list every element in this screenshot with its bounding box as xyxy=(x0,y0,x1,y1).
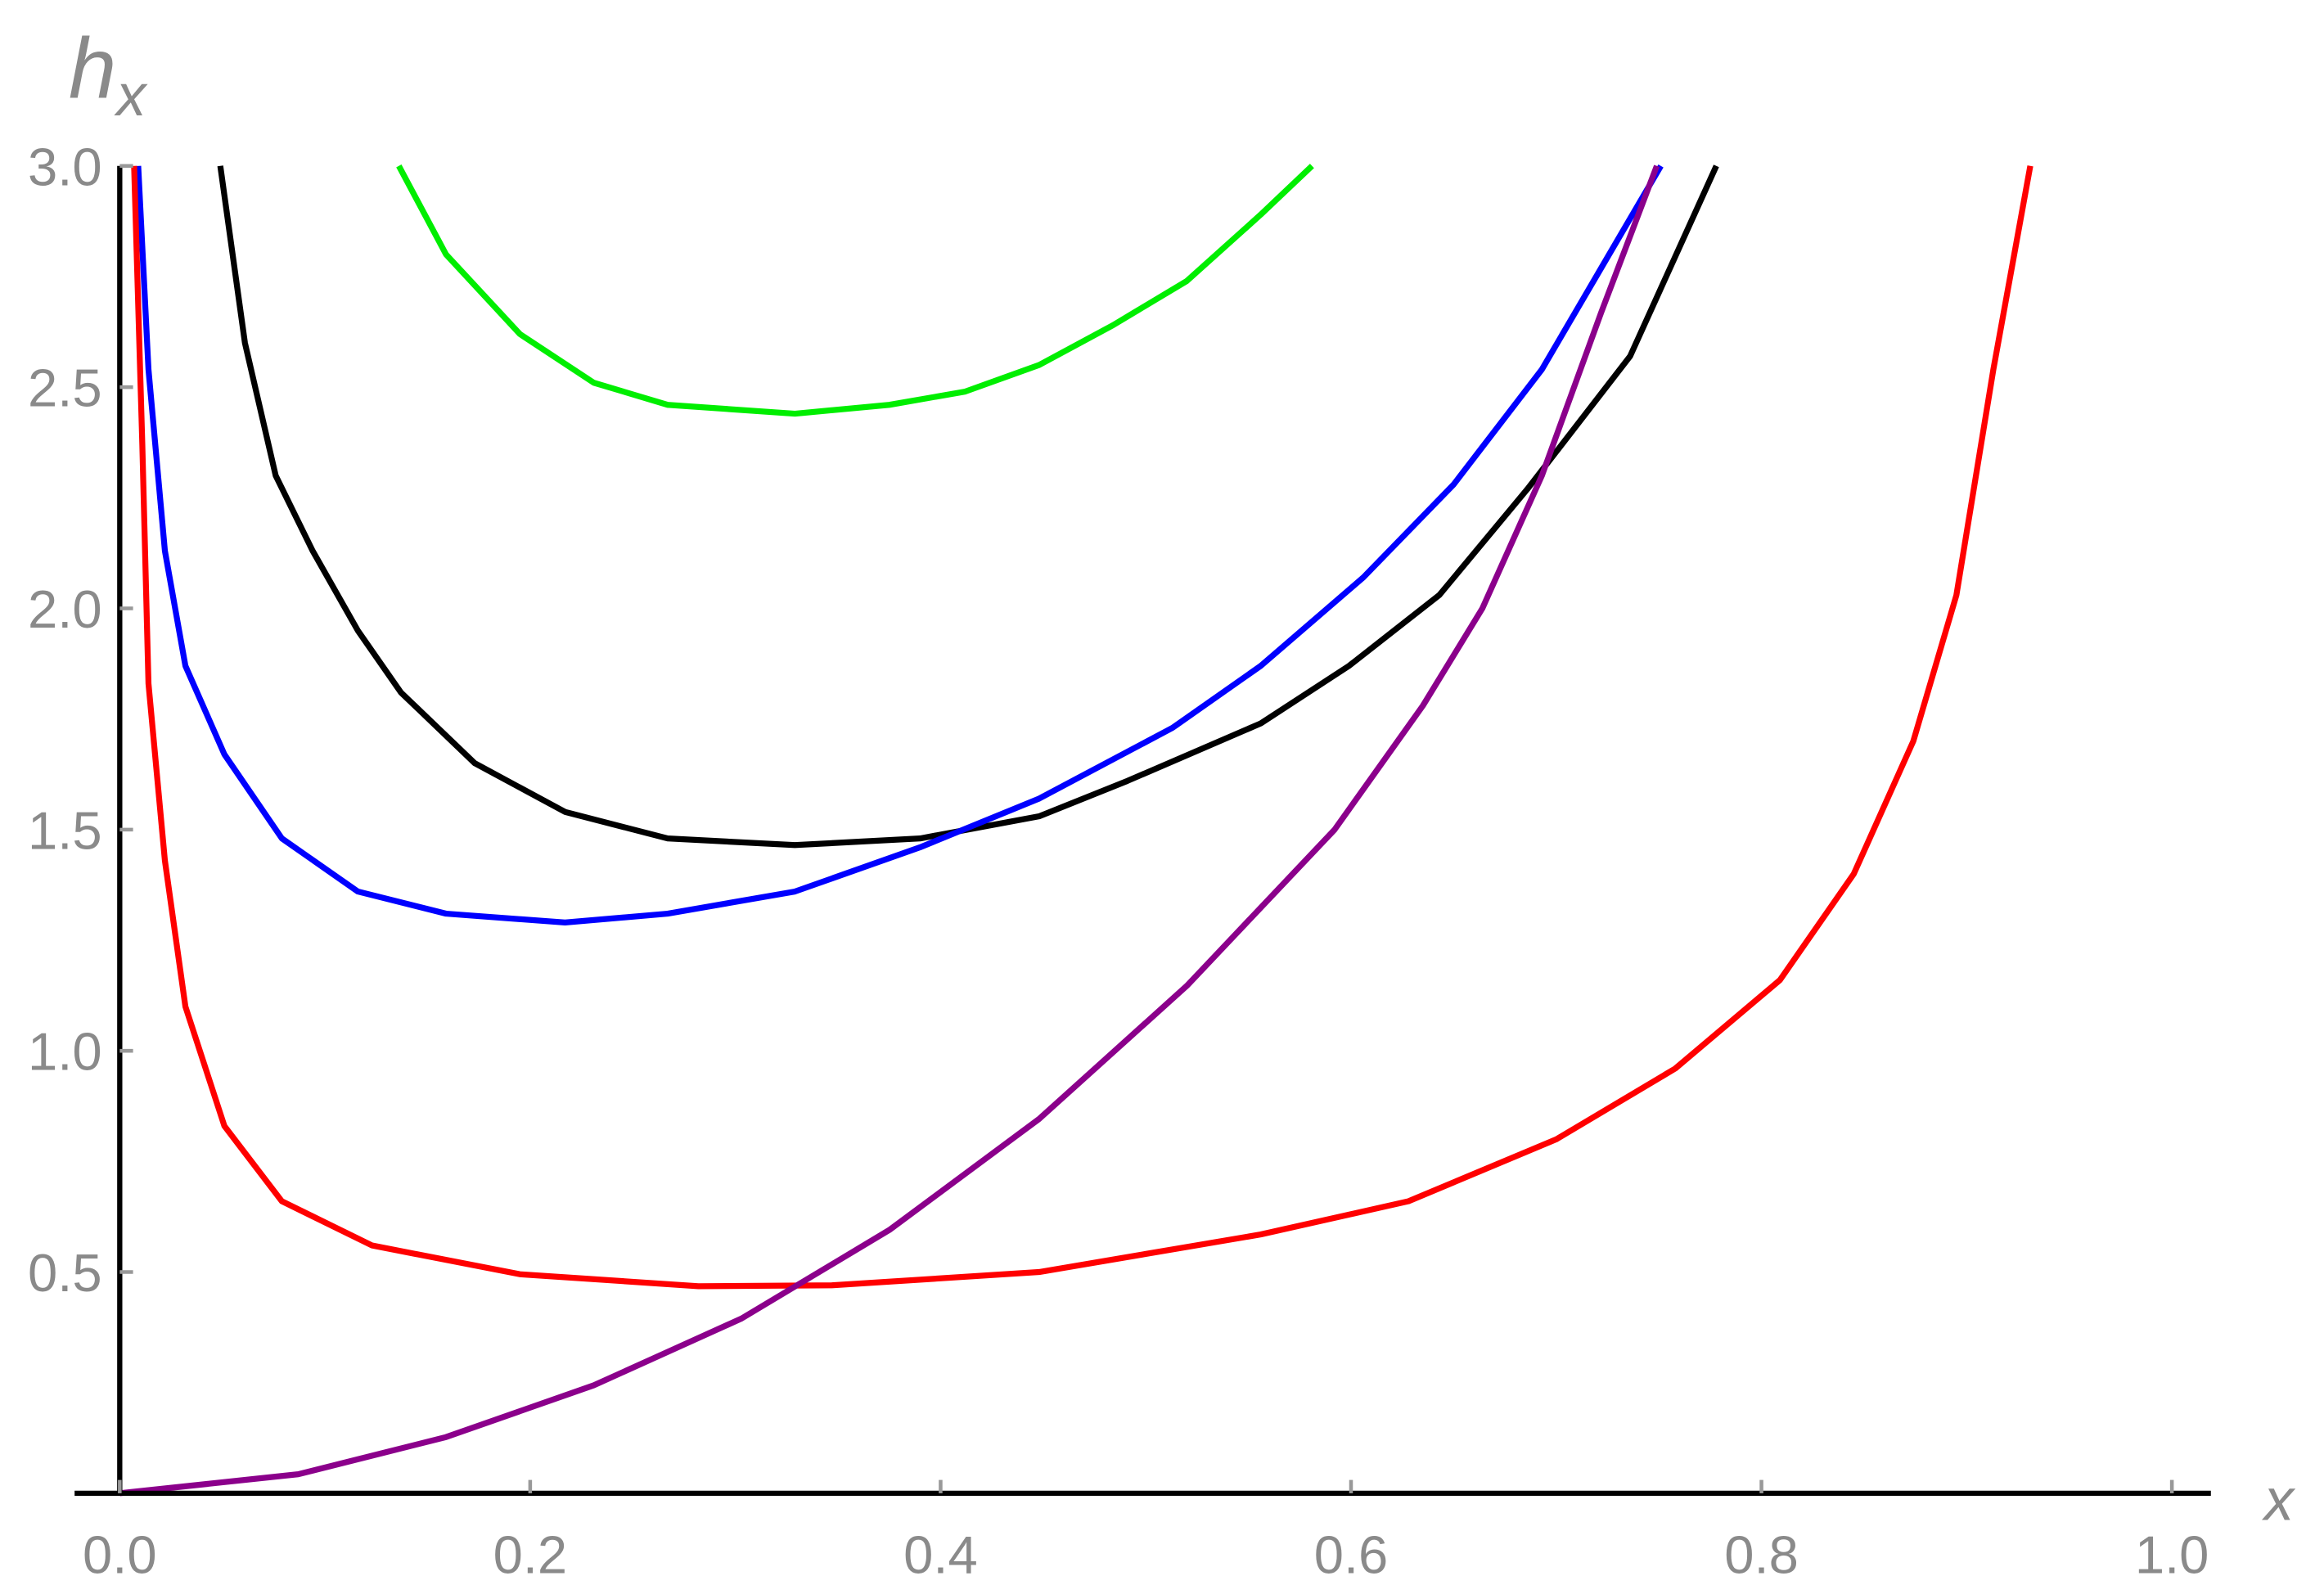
curve xyxy=(119,164,1660,1497)
curve xyxy=(131,165,2034,1290)
x-tick-label: 0.4 xyxy=(903,1525,978,1585)
curve xyxy=(217,164,1719,849)
y-tick-label: 1.0 xyxy=(28,1022,102,1082)
axes: 0.0 0.2 0.4 0.6 0.8 1.0 0.5 1.0 1.5 2.0 2.5 3.0 xyxy=(28,137,2211,1585)
y-tick-label: 3.0 xyxy=(28,137,102,196)
y-label-main: h xyxy=(69,20,116,116)
y-tick-label: 0.5 xyxy=(28,1243,102,1303)
y-axis-label: hx xyxy=(69,20,148,128)
curve xyxy=(135,164,1664,925)
curve xyxy=(396,164,1314,417)
y-label-subscript: x xyxy=(114,62,148,128)
x-axis-label: x xyxy=(2262,1466,2296,1533)
y-tick-label: 2.5 xyxy=(28,358,102,418)
x-tick-label: 0.8 xyxy=(1724,1525,1799,1585)
x-tick-label: 1.0 xyxy=(2135,1525,2209,1585)
plot-area xyxy=(119,164,2034,1497)
y-tick-label: 1.5 xyxy=(28,800,102,860)
y-tick-label: 2.0 xyxy=(28,579,102,639)
x-tick-label: 0.2 xyxy=(493,1525,568,1585)
x-tick-label: 0.6 xyxy=(1314,1525,1389,1585)
x-tick-label: 0.0 xyxy=(83,1525,157,1585)
